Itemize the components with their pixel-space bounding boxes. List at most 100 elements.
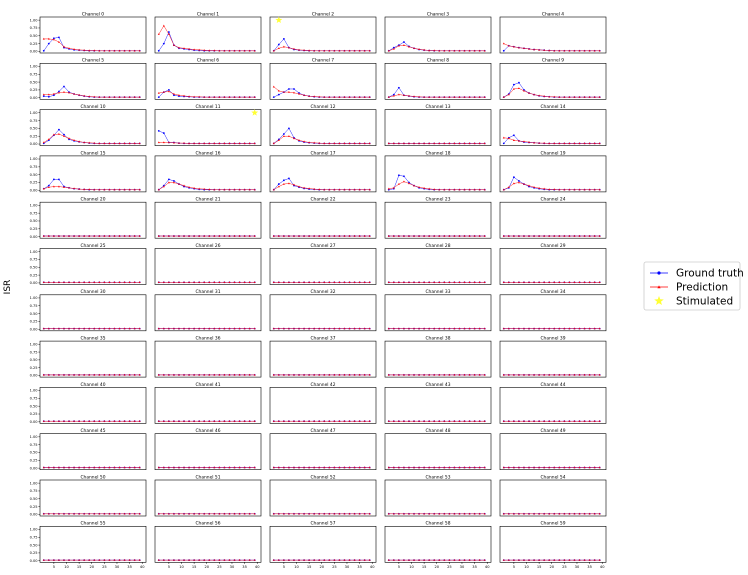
prediction-point <box>238 512 241 515</box>
x-tick-label: 35 <box>242 565 247 569</box>
prediction-point <box>418 48 421 50</box>
prediction-point <box>167 466 170 469</box>
prediction-point <box>423 96 426 98</box>
ground-truth-point <box>58 36 60 39</box>
prediction-point <box>553 142 556 145</box>
prediction-point <box>162 24 165 27</box>
prediction-point <box>208 281 211 284</box>
prediction-point <box>277 139 280 141</box>
prediction-point <box>172 559 175 561</box>
prediction-point <box>353 559 356 561</box>
prediction-point <box>218 96 221 98</box>
prediction-point <box>47 281 50 284</box>
prediction-point <box>62 512 65 515</box>
prediction-point <box>338 188 341 191</box>
prediction-point <box>583 373 586 376</box>
prediction-point <box>328 512 331 515</box>
prediction-point <box>563 466 566 469</box>
ground-truth-point <box>162 132 165 134</box>
prediction-point <box>98 466 101 469</box>
prediction-point <box>62 466 65 469</box>
prediction-point <box>62 91 65 93</box>
prediction-point <box>98 234 101 237</box>
panel-frame <box>269 248 377 285</box>
prediction-point <box>533 373 536 376</box>
prediction-point <box>533 420 536 422</box>
prediction-point <box>558 281 561 284</box>
prediction-point <box>298 234 301 237</box>
prediction-point <box>418 420 421 422</box>
prediction-point <box>88 141 91 144</box>
prediction-point <box>533 512 536 515</box>
prediction-point <box>52 133 55 136</box>
prediction-point <box>243 142 246 145</box>
prediction-point <box>502 42 505 45</box>
prediction-point <box>413 327 416 330</box>
prediction-point <box>368 420 371 422</box>
panel-title: Channel 8 <box>427 58 449 64</box>
x-tick-label: 10 <box>409 565 414 569</box>
prediction-point <box>528 559 531 561</box>
legend-frame <box>643 261 741 311</box>
prediction-point <box>282 466 285 469</box>
panel-frame <box>384 525 492 563</box>
panel-5: Channel 50.000.250.500.751.00 <box>30 58 147 100</box>
prediction-point <box>113 420 116 422</box>
prediction-point <box>298 327 301 330</box>
prediction-point <box>578 420 581 422</box>
prediction-point <box>443 559 446 561</box>
prediction-point <box>203 466 206 469</box>
prediction-point <box>368 96 371 98</box>
x-tick-label: 40 <box>255 565 260 569</box>
prediction-point <box>353 466 356 469</box>
panel-frame <box>154 525 262 563</box>
prediction-point <box>203 49 206 51</box>
prediction-point <box>243 188 246 191</box>
prediction-point <box>363 420 366 422</box>
prediction-point <box>123 188 126 191</box>
prediction-point <box>248 281 251 284</box>
y-tick-label: 0.50 <box>30 404 39 408</box>
prediction-point <box>563 281 566 284</box>
y-tick-label: 0.50 <box>30 358 39 362</box>
prediction-point <box>387 49 390 52</box>
prediction-point <box>272 373 275 376</box>
ground-truth-line <box>503 82 600 98</box>
prediction-point <box>428 142 431 145</box>
y-tick-label: 0.00 <box>30 420 39 424</box>
prediction-point <box>543 281 546 284</box>
prediction-point <box>397 466 400 469</box>
prediction-point <box>52 327 55 330</box>
prediction-point <box>348 49 351 52</box>
panel-title: Channel 39 <box>540 336 565 342</box>
prediction-point <box>208 420 211 422</box>
prediction-point <box>387 234 390 237</box>
prediction-point <box>228 466 231 469</box>
y-tick-label: 1.00 <box>30 342 39 346</box>
prediction-point <box>543 466 546 469</box>
prediction-point <box>522 281 525 284</box>
prediction-point <box>333 466 336 469</box>
prediction-point <box>93 49 96 52</box>
prediction-point <box>287 91 290 93</box>
prediction-point <box>433 559 436 561</box>
ground-truth-point <box>288 88 290 90</box>
prediction-point <box>358 466 361 469</box>
prediction-point <box>213 512 216 515</box>
x-tick-label: 30 <box>115 565 120 569</box>
panel-title: Channel 37 <box>310 336 335 342</box>
prediction-point <box>463 49 466 52</box>
prediction-point <box>453 142 456 145</box>
panel-15: Channel 150.000.250.500.751.00 <box>30 150 147 193</box>
prediction-point <box>47 466 50 469</box>
prediction-point <box>83 559 86 561</box>
prediction-point <box>193 327 196 330</box>
prediction-point <box>512 420 515 422</box>
prediction-point <box>573 466 576 469</box>
prediction-point <box>512 373 515 376</box>
prediction-point <box>348 234 351 237</box>
prediction-point <box>167 327 170 330</box>
prediction-point <box>348 559 351 561</box>
panel-46: Channel 46 <box>154 428 262 471</box>
prediction-point <box>578 466 581 469</box>
